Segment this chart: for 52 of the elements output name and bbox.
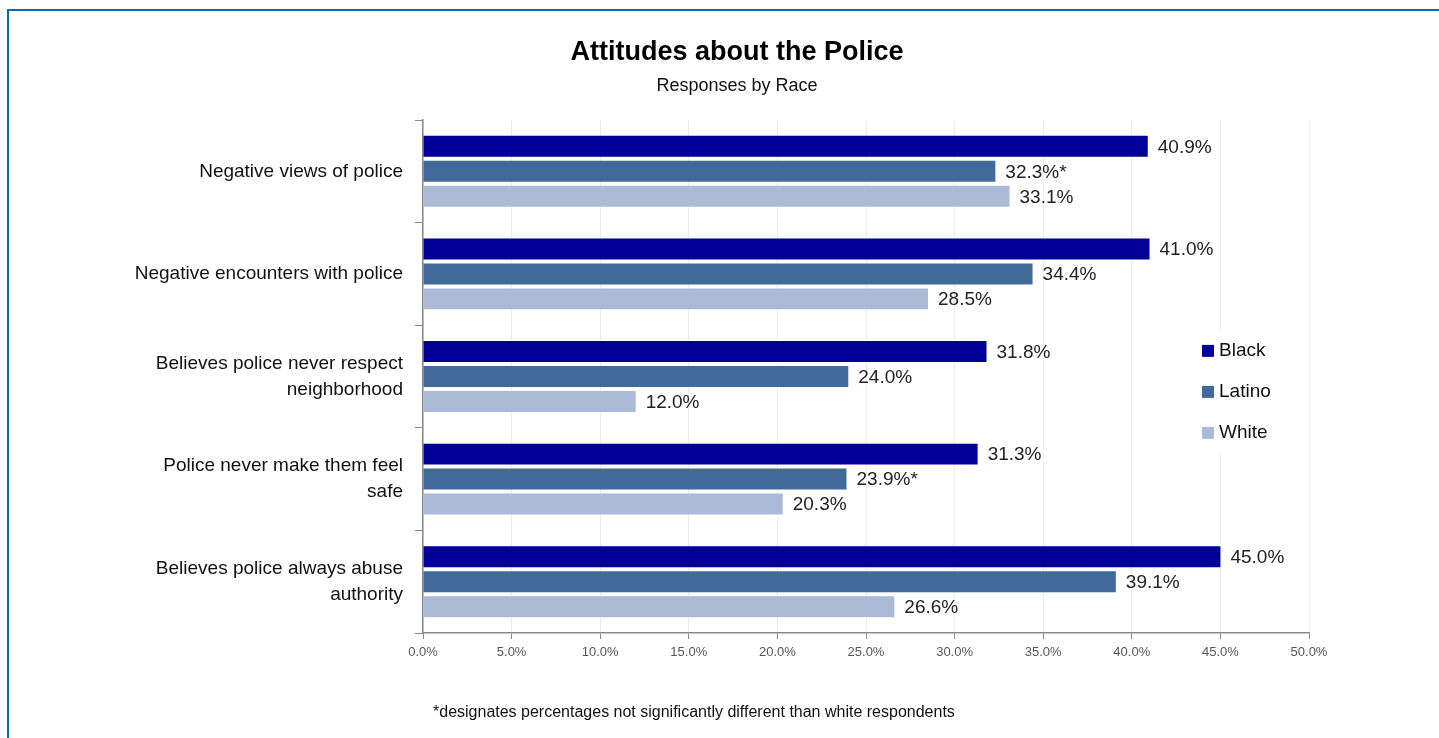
data-label: 40.9% — [1157, 135, 1212, 157]
data-label: 20.3% — [792, 493, 847, 515]
x-tick-label: 35.0% — [1024, 644, 1063, 660]
chart-title: Attitudes about the Police — [569, 36, 905, 67]
data-label: 12.0% — [645, 390, 700, 412]
bar — [423, 493, 783, 515]
data-label: 39.1% — [1125, 570, 1180, 592]
data-label: 33.1% — [1019, 185, 1074, 207]
data-label: 31.3% — [987, 443, 1042, 465]
x-tick-label: 50.0% — [1290, 644, 1328, 660]
bar — [423, 571, 1116, 593]
bar — [423, 546, 1221, 568]
x-tick-label: 15.0% — [670, 644, 708, 660]
bar — [423, 263, 1033, 285]
x-tick-label: 40.0% — [1113, 644, 1151, 660]
bar — [423, 390, 636, 412]
bar — [423, 341, 987, 363]
data-label: 34.4% — [1042, 263, 1097, 285]
data-label: 31.8% — [996, 340, 1051, 362]
bar — [423, 135, 1148, 157]
y-tick-label: Believes police always abuse authority — [155, 556, 404, 604]
x-tick-label: 25.0% — [847, 644, 885, 660]
data-label: 41.0% — [1159, 238, 1214, 260]
data-label: 24.0% — [858, 365, 913, 387]
text: *designates percentages not significantly different than white respondents — [433, 703, 955, 721]
x-tick-label: 0.0% — [408, 644, 439, 660]
data-label: 32.3%* — [1005, 160, 1068, 182]
bar — [423, 366, 849, 387]
x-tick-label: 10.0% — [581, 644, 620, 660]
legend-label: White — [1219, 421, 1268, 443]
bar — [423, 288, 929, 310]
legend-label: Black — [1219, 339, 1266, 361]
bar — [423, 185, 1010, 207]
y-tick-label: Negative encounters with police — [134, 262, 403, 284]
y-tick-label: Negative views of police — [199, 159, 403, 181]
data-label: 23.9%* — [856, 468, 919, 490]
bar — [423, 160, 996, 182]
bar — [423, 596, 895, 618]
x-tick-label: 45.0% — [1201, 644, 1240, 660]
x-tick-label: 5.0% — [496, 644, 527, 660]
bar — [423, 238, 1150, 260]
data-label: 28.5% — [938, 288, 992, 310]
x-tick-label: 20.0% — [758, 644, 797, 660]
legend-label: Latino — [1219, 380, 1271, 402]
chart-subtitle: Responses by Race — [655, 75, 819, 96]
y-tick-label: Police never make them feel safe — [163, 454, 403, 502]
x-tick-label: 30.0% — [936, 644, 974, 660]
bar — [423, 468, 847, 490]
bar — [423, 443, 978, 465]
y-tick-label: Believes police never respect neighborhood — [155, 351, 404, 399]
data-label: 45.0% — [1230, 545, 1285, 567]
data-label: 26.6% — [904, 595, 959, 617]
